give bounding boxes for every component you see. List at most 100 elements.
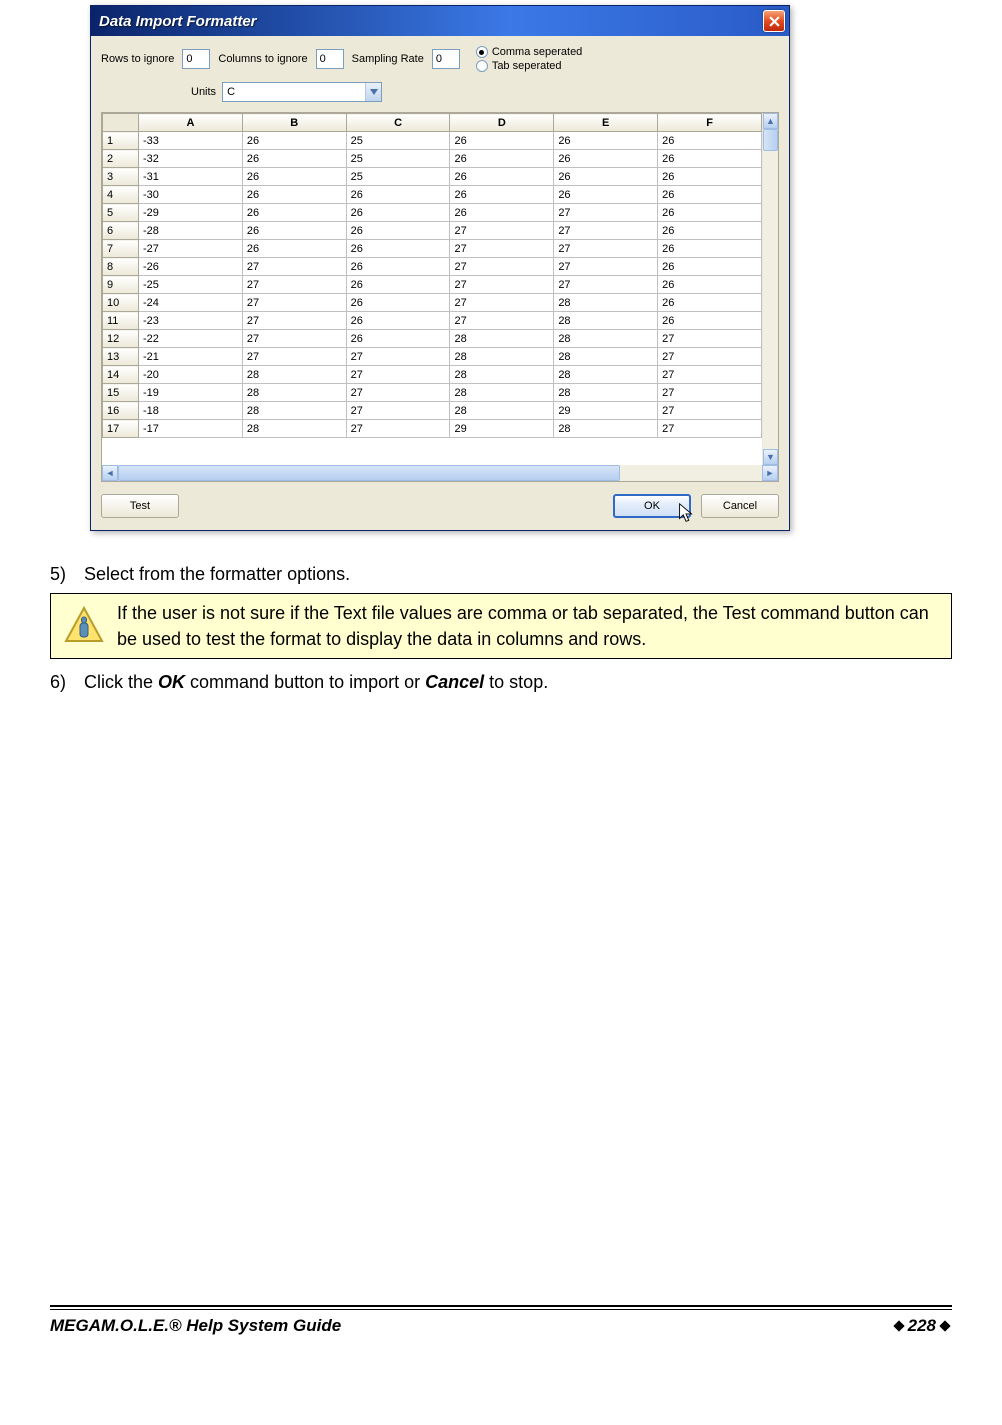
table-cell[interactable]: 26 bbox=[658, 258, 762, 276]
row-header[interactable]: 12 bbox=[103, 330, 139, 348]
row-header[interactable]: 16 bbox=[103, 402, 139, 420]
table-cell[interactable]: 25 bbox=[346, 150, 450, 168]
vertical-scroll-thumb[interactable] bbox=[763, 129, 778, 151]
table-cell[interactable]: 28 bbox=[450, 348, 554, 366]
table-cell[interactable]: -26 bbox=[139, 258, 243, 276]
table-cell[interactable]: -28 bbox=[139, 222, 243, 240]
test-button[interactable]: Test bbox=[101, 494, 179, 518]
table-cell[interactable]: 26 bbox=[346, 330, 450, 348]
table-cell[interactable]: 29 bbox=[554, 402, 658, 420]
table-cell[interactable]: 28 bbox=[554, 420, 658, 438]
table-cell[interactable]: 26 bbox=[658, 276, 762, 294]
table-cell[interactable]: 27 bbox=[242, 276, 346, 294]
table-cell[interactable]: 25 bbox=[346, 168, 450, 186]
ok-button[interactable]: OK bbox=[613, 494, 691, 518]
table-cell[interactable]: 28 bbox=[242, 366, 346, 384]
table-cell[interactable]: 26 bbox=[346, 186, 450, 204]
table-cell[interactable]: 27 bbox=[554, 276, 658, 294]
row-header[interactable]: 6 bbox=[103, 222, 139, 240]
table-cell[interactable]: 26 bbox=[346, 222, 450, 240]
table-cell[interactable]: -17 bbox=[139, 420, 243, 438]
table-cell[interactable]: 26 bbox=[242, 168, 346, 186]
row-header[interactable]: 9 bbox=[103, 276, 139, 294]
table-cell[interactable]: 27 bbox=[242, 348, 346, 366]
column-header[interactable]: B bbox=[242, 114, 346, 132]
table-cell[interactable]: 28 bbox=[554, 294, 658, 312]
row-header[interactable]: 1 bbox=[103, 132, 139, 150]
table-cell[interactable]: 28 bbox=[450, 330, 554, 348]
table-cell[interactable]: 26 bbox=[658, 312, 762, 330]
table-cell[interactable]: 26 bbox=[346, 312, 450, 330]
rows-to-ignore-input[interactable] bbox=[182, 49, 210, 69]
table-cell[interactable]: 26 bbox=[450, 204, 554, 222]
table-cell[interactable]: 28 bbox=[554, 366, 658, 384]
table-cell[interactable]: -20 bbox=[139, 366, 243, 384]
table-cell[interactable]: -29 bbox=[139, 204, 243, 222]
columns-to-ignore-input[interactable] bbox=[316, 49, 344, 69]
horizontal-scrollbar[interactable]: ◄ ► bbox=[102, 465, 778, 481]
cancel-button[interactable]: Cancel bbox=[701, 494, 779, 518]
table-cell[interactable]: -25 bbox=[139, 276, 243, 294]
table-cell[interactable]: -30 bbox=[139, 186, 243, 204]
table-cell[interactable]: 26 bbox=[242, 132, 346, 150]
table-cell[interactable]: 28 bbox=[450, 384, 554, 402]
comma-separated-radio[interactable] bbox=[476, 46, 488, 58]
table-cell[interactable]: 28 bbox=[242, 402, 346, 420]
table-cell[interactable]: 28 bbox=[554, 312, 658, 330]
table-cell[interactable]: 28 bbox=[242, 384, 346, 402]
table-cell[interactable]: 28 bbox=[554, 348, 658, 366]
column-header[interactable]: A bbox=[139, 114, 243, 132]
table-cell[interactable]: 26 bbox=[658, 168, 762, 186]
column-header[interactable]: E bbox=[554, 114, 658, 132]
table-cell[interactable]: 27 bbox=[658, 330, 762, 348]
table-cell[interactable]: 26 bbox=[554, 150, 658, 168]
row-header[interactable]: 3 bbox=[103, 168, 139, 186]
table-cell[interactable]: 27 bbox=[346, 366, 450, 384]
table-cell[interactable]: -24 bbox=[139, 294, 243, 312]
table-cell[interactable]: 27 bbox=[658, 384, 762, 402]
table-cell[interactable]: 28 bbox=[554, 384, 658, 402]
table-cell[interactable]: -19 bbox=[139, 384, 243, 402]
table-cell[interactable]: 27 bbox=[450, 258, 554, 276]
row-header[interactable]: 7 bbox=[103, 240, 139, 258]
table-cell[interactable]: 28 bbox=[450, 402, 554, 420]
table-cell[interactable]: 26 bbox=[450, 168, 554, 186]
table-cell[interactable]: 26 bbox=[242, 240, 346, 258]
table-cell[interactable]: 26 bbox=[554, 168, 658, 186]
table-cell[interactable]: 28 bbox=[450, 366, 554, 384]
row-header[interactable]: 11 bbox=[103, 312, 139, 330]
scroll-left-button[interactable]: ◄ bbox=[102, 465, 118, 481]
table-cell[interactable]: 26 bbox=[346, 258, 450, 276]
tab-separated-radio[interactable] bbox=[476, 60, 488, 72]
units-combobox[interactable]: C bbox=[222, 82, 382, 102]
table-cell[interactable]: 26 bbox=[346, 294, 450, 312]
table-cell[interactable]: 25 bbox=[346, 132, 450, 150]
table-cell[interactable]: 26 bbox=[450, 186, 554, 204]
table-cell[interactable]: 27 bbox=[450, 312, 554, 330]
table-cell[interactable]: -33 bbox=[139, 132, 243, 150]
table-cell[interactable]: 27 bbox=[346, 348, 450, 366]
table-cell[interactable]: 27 bbox=[242, 294, 346, 312]
table-cell[interactable]: 27 bbox=[658, 366, 762, 384]
table-cell[interactable]: 26 bbox=[242, 150, 346, 168]
table-cell[interactable]: 26 bbox=[658, 294, 762, 312]
row-header[interactable]: 13 bbox=[103, 348, 139, 366]
row-header[interactable]: 15 bbox=[103, 384, 139, 402]
table-cell[interactable]: 27 bbox=[346, 420, 450, 438]
table-cell[interactable]: 26 bbox=[242, 204, 346, 222]
table-cell[interactable]: -31 bbox=[139, 168, 243, 186]
table-cell[interactable]: 26 bbox=[658, 240, 762, 258]
row-header[interactable]: 14 bbox=[103, 366, 139, 384]
table-cell[interactable]: -22 bbox=[139, 330, 243, 348]
table-cell[interactable]: 27 bbox=[554, 258, 658, 276]
table-cell[interactable]: 27 bbox=[346, 402, 450, 420]
horizontal-scroll-thumb[interactable] bbox=[118, 465, 620, 481]
table-cell[interactable]: 27 bbox=[242, 330, 346, 348]
table-cell[interactable]: 26 bbox=[346, 204, 450, 222]
table-cell[interactable]: -21 bbox=[139, 348, 243, 366]
table-cell[interactable]: 27 bbox=[658, 420, 762, 438]
sampling-rate-input[interactable] bbox=[432, 49, 460, 69]
table-cell[interactable]: 27 bbox=[242, 312, 346, 330]
table-cell[interactable]: 26 bbox=[554, 186, 658, 204]
column-header[interactable]: D bbox=[450, 114, 554, 132]
